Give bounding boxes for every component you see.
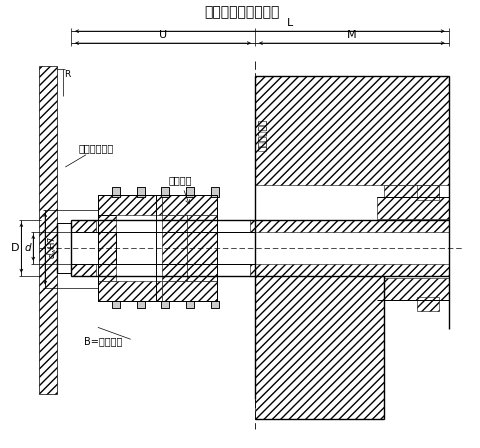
- Text: 扭力扳手空间: 扭力扳手空间: [65, 143, 114, 167]
- Bar: [162, 215, 187, 280]
- Bar: [211, 301, 219, 309]
- Text: R: R: [64, 70, 70, 79]
- Bar: [161, 187, 169, 197]
- Text: d: d: [24, 243, 31, 253]
- Bar: [161, 187, 169, 197]
- Bar: [98, 195, 162, 215]
- Text: M: M: [346, 30, 356, 40]
- Bar: [98, 280, 162, 301]
- Bar: [250, 220, 254, 232]
- Bar: [136, 187, 144, 197]
- Bar: [250, 264, 254, 276]
- Bar: [136, 187, 144, 197]
- Bar: [187, 215, 216, 280]
- Text: 空心轴套及胀盘尺寸: 空心轴套及胀盘尺寸: [204, 5, 279, 19]
- Bar: [416, 297, 438, 311]
- Bar: [254, 264, 448, 276]
- Bar: [254, 220, 448, 232]
- Bar: [376, 197, 448, 219]
- Text: B=张力螺钉: B=张力螺钉: [84, 336, 122, 346]
- Bar: [111, 301, 120, 309]
- Bar: [186, 187, 194, 197]
- Text: U: U: [158, 30, 167, 40]
- Bar: [111, 187, 120, 197]
- Bar: [162, 195, 216, 215]
- Text: L: L: [286, 18, 292, 28]
- Bar: [136, 301, 144, 309]
- Bar: [71, 264, 96, 276]
- Text: D: D: [11, 243, 19, 253]
- Text: $d_w$H7: $d_w$H7: [46, 236, 59, 259]
- Bar: [136, 301, 144, 309]
- Bar: [186, 301, 194, 309]
- Bar: [161, 301, 169, 309]
- Bar: [384, 185, 438, 197]
- Bar: [211, 187, 219, 197]
- Text: 减速器中心线: 减速器中心线: [258, 119, 267, 151]
- Bar: [186, 187, 194, 197]
- Bar: [211, 187, 219, 197]
- Text: 胀盘联接: 胀盘联接: [168, 175, 192, 204]
- Bar: [376, 278, 448, 300]
- Bar: [211, 301, 219, 309]
- Bar: [111, 187, 120, 197]
- Bar: [71, 220, 96, 232]
- Bar: [254, 276, 384, 419]
- Bar: [416, 185, 438, 200]
- Bar: [111, 301, 120, 309]
- Bar: [39, 66, 57, 394]
- Bar: [186, 301, 194, 309]
- Bar: [161, 301, 169, 309]
- Bar: [162, 280, 216, 301]
- Bar: [254, 76, 448, 185]
- Bar: [98, 215, 116, 280]
